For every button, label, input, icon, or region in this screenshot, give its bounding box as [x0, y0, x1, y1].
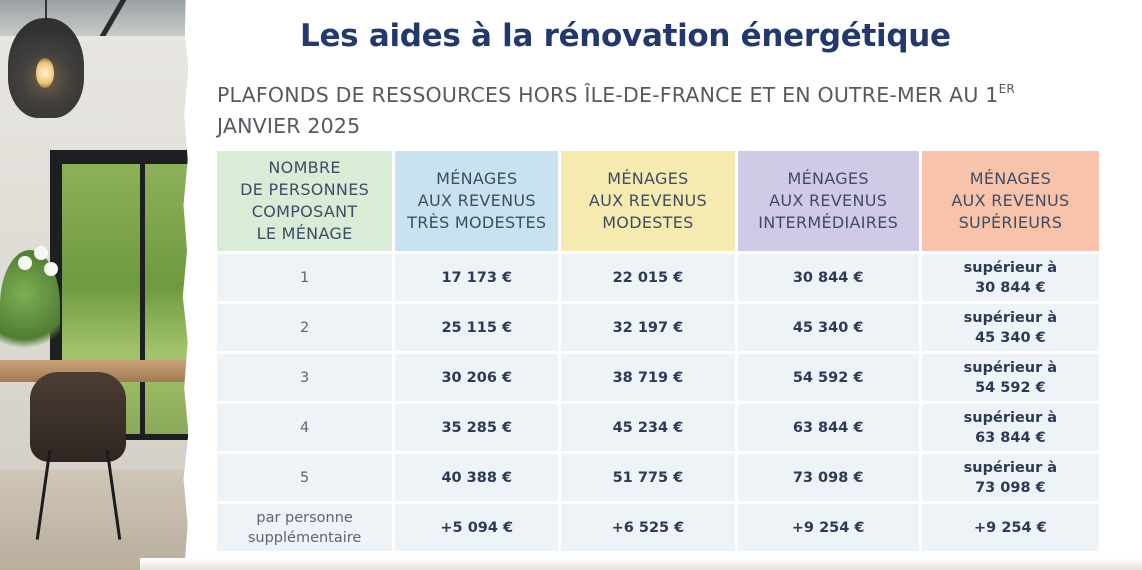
floor — [0, 470, 188, 570]
intermediate-cell: 73 098 € — [737, 454, 919, 501]
chair — [30, 372, 126, 462]
very-modest-cell: 35 285 € — [395, 404, 559, 451]
intermediate-cell: 45 340 € — [737, 304, 919, 351]
household-size-cell: 1 — [217, 254, 393, 301]
superior-cell: supérieur à 63 844 € — [921, 404, 1099, 451]
subtitle-line-1: PLAFONDS DE RESSOURCES HORS ÎLE-DE-FRANC… — [217, 83, 999, 107]
table-row: 3 30 206 € 38 719 € 54 592 € supérieur à… — [217, 354, 1099, 401]
paper-edge — [140, 558, 1142, 570]
table-row: 4 35 285 € 45 234 € 63 844 € supérieur à… — [217, 404, 1099, 451]
table-row: 2 25 115 € 32 197 € 45 340 € supérieur à… — [217, 304, 1099, 351]
header-intermediate: MÉNAGES AUX REVENUS INTERMÉDIAIRES — [737, 151, 919, 251]
household-size-cell: 4 — [217, 404, 393, 451]
orchid-flower — [34, 246, 48, 260]
superior-cell: supérieur à 54 592 € — [921, 354, 1099, 401]
very-modest-cell: 30 206 € — [395, 354, 559, 401]
header-very-modest: MÉNAGES AUX REVENUS TRÈS MODESTES — [395, 151, 559, 251]
superior-cell: +9 254 € — [921, 504, 1099, 551]
page-title: Les aides à la rénovation énergétique — [300, 18, 951, 54]
window-mullion — [140, 164, 145, 434]
torn-paper-edge — [182, 0, 188, 570]
very-modest-cell: 17 173 € — [395, 254, 559, 301]
very-modest-cell: +5 094 € — [395, 504, 559, 551]
modest-cell: 51 775 € — [561, 454, 735, 501]
table-row: 5 40 388 € 51 775 € 73 098 € supérieur à… — [217, 454, 1099, 501]
very-modest-cell: 40 388 € — [395, 454, 559, 501]
intermediate-cell: 63 844 € — [737, 404, 919, 451]
header-modest: MÉNAGES AUX REVENUS MODESTES — [561, 151, 735, 251]
modest-cell: 38 719 € — [561, 354, 735, 401]
table-header-row: NOMBRE DE PERSONNES COMPOSANT LE MÉNAGE … — [217, 151, 1099, 251]
additional-person-cell: par personne supplémentaire — [217, 504, 393, 551]
modest-cell: 32 197 € — [561, 304, 735, 351]
intermediate-cell: 30 844 € — [737, 254, 919, 301]
household-size-cell: 3 — [217, 354, 393, 401]
table-row: 1 17 173 € 22 015 € 30 844 € supérieur à… — [217, 254, 1099, 301]
table-row: par personne supplémentaire +5 094 € +6 … — [217, 504, 1099, 551]
modest-cell: 22 015 € — [561, 254, 735, 301]
very-modest-cell: 25 115 € — [395, 304, 559, 351]
interior-photo — [0, 0, 188, 570]
intermediate-cell: 54 592 € — [737, 354, 919, 401]
income-ceiling-table: NOMBRE DE PERSONNES COMPOSANT LE MÉNAGE … — [214, 148, 1102, 554]
household-size-cell: 5 — [217, 454, 393, 501]
header-superior: MÉNAGES AUX REVENUS SUPÉRIEURS — [921, 151, 1099, 251]
orchid-flower — [44, 262, 58, 276]
subtitle-line-2: JANVIER 2025 — [217, 114, 361, 138]
orchid-flower — [18, 256, 32, 270]
household-size-cell: 2 — [217, 304, 393, 351]
subtitle-superscript: ER — [998, 82, 1015, 96]
light-bulb-icon — [36, 58, 54, 88]
page-subtitle: PLAFONDS DE RESSOURCES HORS ÎLE-DE-FRANC… — [217, 74, 1097, 142]
superior-cell: supérieur à 30 844 € — [921, 254, 1099, 301]
header-household-size: NOMBRE DE PERSONNES COMPOSANT LE MÉNAGE — [217, 151, 393, 251]
modest-cell: +6 525 € — [561, 504, 735, 551]
lamp-cord — [45, 0, 47, 20]
intermediate-cell: +9 254 € — [737, 504, 919, 551]
superior-cell: supérieur à 45 340 € — [921, 304, 1099, 351]
superior-cell: supérieur à 73 098 € — [921, 454, 1099, 501]
modest-cell: 45 234 € — [561, 404, 735, 451]
